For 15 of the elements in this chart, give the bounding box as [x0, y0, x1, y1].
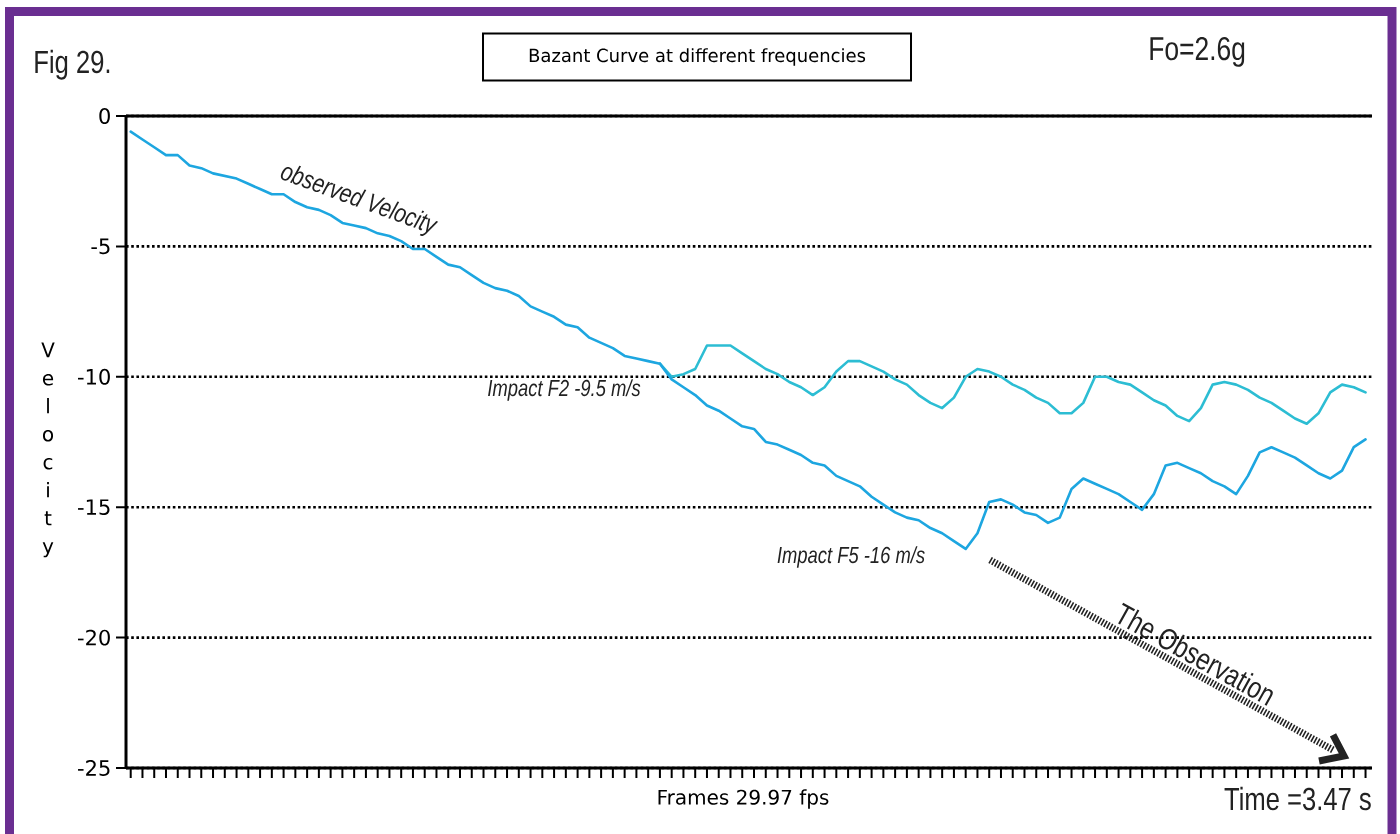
- y-tick-label: -20: [78, 629, 110, 646]
- text: Time =3.47 s: [1224, 786, 1371, 811]
- text: observed Velocity: [280, 165, 439, 236]
- series-label: Impact F5 -16 m/s: [777, 546, 925, 568]
- x-axis-title: Frames 29.97 fps: [658, 789, 829, 809]
- caption: Fig 29.: [35, 49, 110, 80]
- y-tick-label: -5: [91, 238, 110, 255]
- y-tick-label: 0: [99, 108, 110, 124]
- chart-title: Bazant Curve at different frequencies: [529, 48, 866, 66]
- series-label: Impact F2 -9.5 m/s: [488, 379, 641, 401]
- y-axis-title: Velocity: [41, 342, 55, 558]
- y-tick-label: -15: [78, 499, 110, 515]
- text: Fo=2.6g: [1150, 36, 1245, 67]
- y-tick-label: -10: [78, 368, 110, 385]
- y-tick-label: -25: [78, 760, 110, 776]
